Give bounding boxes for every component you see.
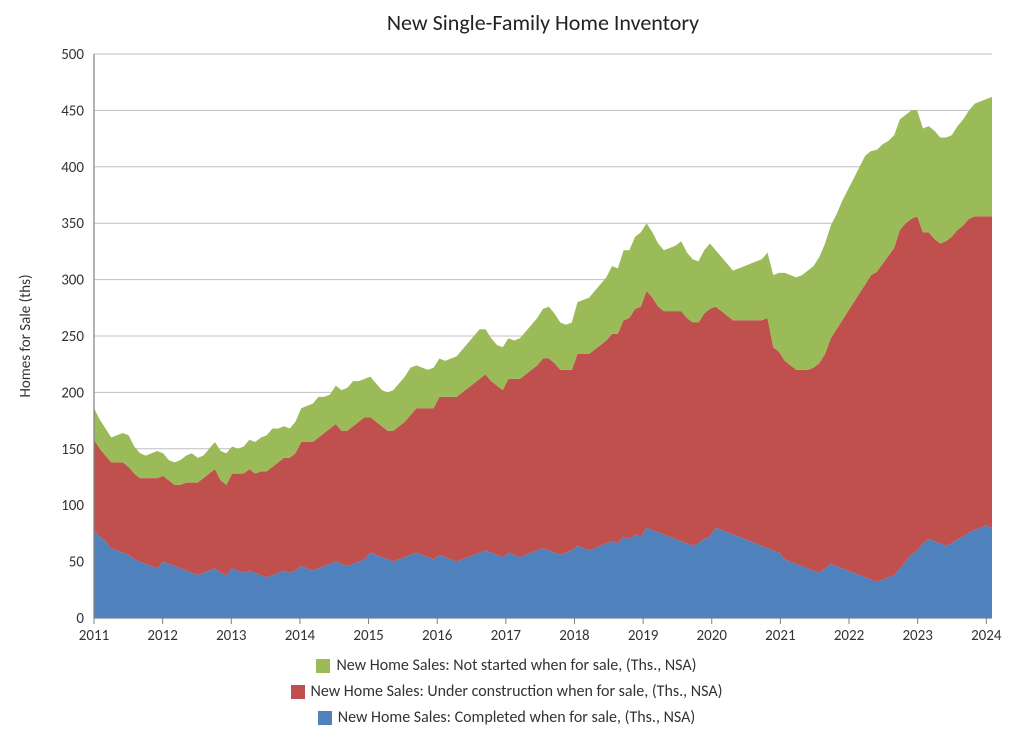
x-tick-label: 2012	[147, 627, 177, 645]
x-tick-label: 2018	[559, 627, 589, 645]
x-tick-label: 2013	[216, 627, 247, 645]
y-tick-label: 100	[61, 497, 84, 515]
legend-label-not_started: New Home Sales: Not started when for sal…	[336, 656, 696, 675]
y-tick-label: 0	[76, 610, 84, 628]
y-tick-label: 250	[61, 328, 84, 346]
y-tick-label: 500	[61, 46, 84, 64]
inventory-area-chart: New Single-Family Home Inventory 0 50 100 15…	[0, 0, 1013, 752]
y-tick-label: 400	[61, 159, 84, 177]
legend-item-under_construction: New Home Sales: Under construction when …	[0, 684, 1013, 700]
x-tick-label: 2014	[285, 627, 316, 645]
legend-item-not_started: New Home Sales: Not started when for sal…	[0, 658, 1013, 674]
y-tick-label: 450	[61, 102, 84, 120]
x-tick-label: 2022	[834, 627, 864, 645]
legend-swatch-completed	[318, 711, 332, 725]
y-tick-label: 50	[69, 554, 85, 572]
x-tick-label: 2011	[79, 627, 109, 645]
y-tick-label: 350	[61, 215, 84, 233]
legend-label-completed: New Home Sales: Completed when for sale,…	[338, 708, 696, 727]
x-tick-label: 2023	[902, 627, 933, 645]
x-tick-label: 2021	[765, 627, 795, 645]
y-tick-label: 300	[61, 272, 84, 290]
legend-swatch-not_started	[316, 659, 330, 673]
y-tick-label: 200	[61, 384, 84, 402]
x-tick-label: 2017	[491, 627, 522, 645]
legend-item-completed: New Home Sales: Completed when for sale,…	[0, 710, 1013, 726]
x-tick-label: 2020	[697, 627, 728, 645]
y-axis-label: Homes for Sale (ths)	[17, 275, 35, 398]
chart-title: New Single-Family Home Inventory	[387, 9, 699, 36]
x-tick-label: 2016	[422, 627, 453, 645]
x-tick-label: 2024	[971, 627, 1002, 645]
legend-label-under_construction: New Home Sales: Under construction when …	[311, 682, 723, 701]
legend-swatch-under_construction	[291, 685, 305, 699]
y-tick-label: 150	[61, 441, 84, 459]
x-tick-label: 2015	[353, 627, 383, 645]
x-tick-label: 2019	[628, 627, 659, 645]
legend: New Home Sales: Not started when for sal…	[0, 648, 1013, 736]
